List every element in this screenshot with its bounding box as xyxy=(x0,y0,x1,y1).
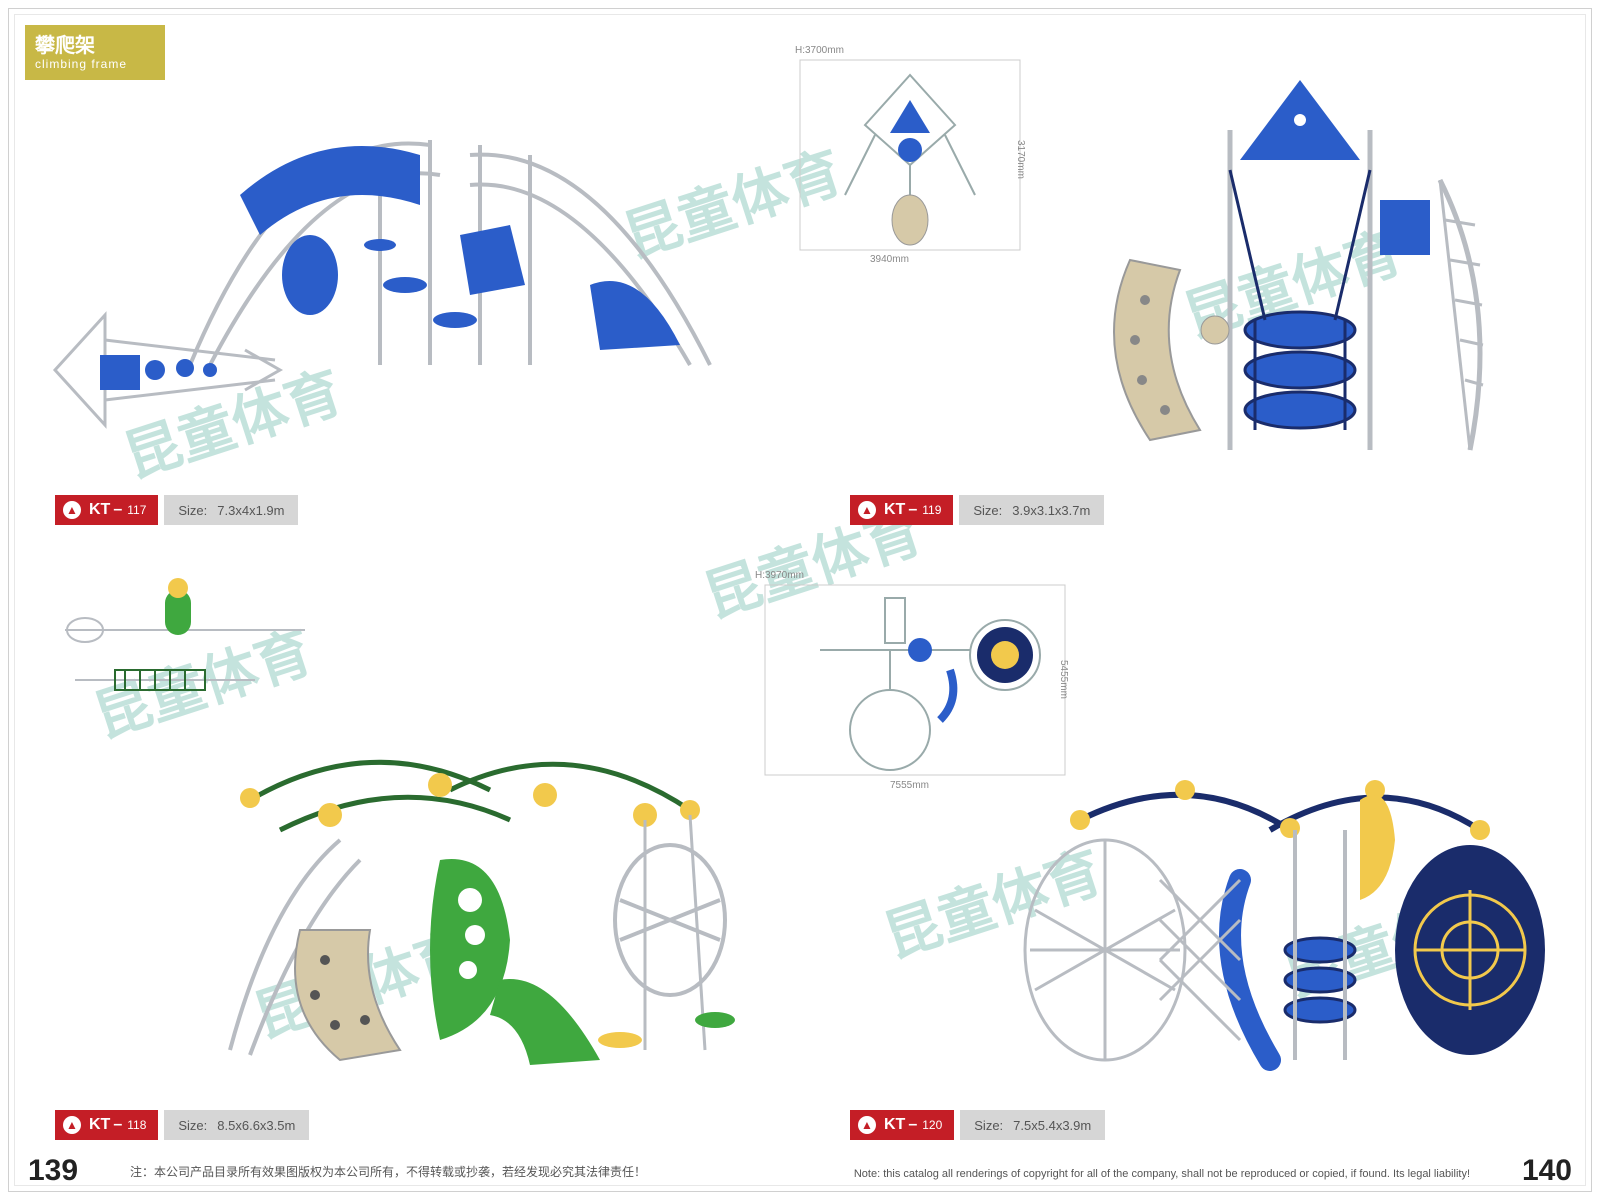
product-label-bar: ▲KT–118Size:8.5x6.6x3.5m xyxy=(55,1110,309,1140)
category-tab: 攀爬架 climbing frame xyxy=(25,25,165,80)
arrow-up-icon: ▲ xyxy=(63,1116,81,1134)
product-code: ▲KT–118 xyxy=(55,1110,158,1140)
dimension-label: H:3700mm xyxy=(795,45,844,56)
product-size: Size: 7.3x4x1.9m xyxy=(164,495,298,525)
product-art-kt120-top xyxy=(760,580,1070,780)
product-art-kt117-side xyxy=(45,300,285,440)
page-number-right: 140 xyxy=(1522,1154,1572,1188)
category-title-cn: 攀爬架 xyxy=(35,35,155,57)
product-art-kt120 xyxy=(1010,760,1550,1090)
code-prefix: KT xyxy=(89,1116,110,1134)
dimension-label: H:3970mm xyxy=(755,570,804,581)
product-art-kt118 xyxy=(190,720,750,1090)
product-label-bar: ▲KT–120Size:7.5x5.4x3.9m xyxy=(850,1110,1105,1140)
arrow-up-icon: ▲ xyxy=(858,1116,876,1134)
product-size: Size: 3.9x3.1x3.7m xyxy=(959,495,1104,525)
page-number-left: 139 xyxy=(28,1154,78,1188)
arrow-up-icon: ▲ xyxy=(63,501,81,519)
code-number: 117 xyxy=(127,503,146,517)
product-code: ▲KT–119 xyxy=(850,495,953,525)
arrow-up-icon: ▲ xyxy=(858,501,876,519)
size-label: Size: xyxy=(178,1118,207,1133)
category-title-en: climbing frame xyxy=(35,57,155,71)
dimension-label: 3940mm xyxy=(870,254,909,265)
product-art-kt119-top xyxy=(795,55,1025,255)
product-label-bar: ▲KT–117Size:7.3x4x1.9m xyxy=(55,495,298,525)
product-size: Size: 8.5x6.6x3.5m xyxy=(164,1110,309,1140)
size-label: Size: xyxy=(973,503,1002,518)
code-number: 120 xyxy=(922,1118,942,1132)
product-code: ▲KT–117 xyxy=(55,495,158,525)
size-value: 3.9x3.1x3.7m xyxy=(1012,503,1090,518)
product-size: Size: 7.5x5.4x3.9m xyxy=(960,1110,1105,1140)
code-prefix: KT xyxy=(884,501,905,519)
dimension-label: 5455mm xyxy=(1058,660,1069,699)
code-number: 118 xyxy=(127,1118,146,1132)
product-art-kt119 xyxy=(1070,70,1520,470)
size-label: Size: xyxy=(178,503,207,518)
footer-note-en: Note: this catalog all renderings of cop… xyxy=(854,1168,1470,1180)
product-art-kt118-top xyxy=(55,570,315,720)
product-label-bar: ▲KT–119Size:3.9x3.1x3.7m xyxy=(850,495,1104,525)
code-prefix: KT xyxy=(89,501,110,519)
size-value: 7.5x5.4x3.9m xyxy=(1013,1118,1091,1133)
dimension-label: 3170mm xyxy=(1015,140,1026,179)
size-value: 8.5x6.6x3.5m xyxy=(217,1118,295,1133)
size-label: Size: xyxy=(974,1118,1003,1133)
size-value: 7.3x4x1.9m xyxy=(217,503,284,518)
footer-note-cn: 注：本公司产品目录所有效果图版权为本公司所有，不得转载或抄袭，若经发现必究其法律… xyxy=(130,1163,646,1180)
code-prefix: KT xyxy=(884,1116,905,1134)
code-number: 119 xyxy=(922,503,941,517)
dimension-label: 7555mm xyxy=(890,780,929,791)
product-code: ▲KT–120 xyxy=(850,1110,954,1140)
